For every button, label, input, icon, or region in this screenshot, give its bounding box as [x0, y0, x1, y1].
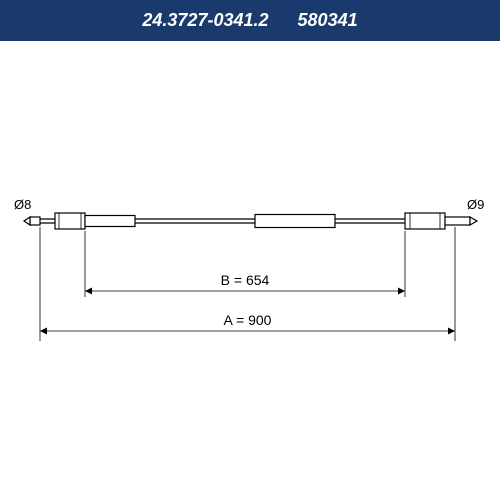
part-number: 24.3727-0341.2 [142, 10, 268, 30]
svg-text:B = 654: B = 654 [221, 272, 270, 288]
svg-text:A = 900: A = 900 [224, 312, 272, 328]
technical-drawing: Ø8 Ø9 B = 654 A = 900 [0, 41, 500, 501]
diagram-canvas: Ø8 Ø9 B = 654 A = 900 [0, 41, 500, 501]
svg-text:Ø8: Ø8 [14, 197, 31, 212]
header-bar: 24.3727-0341.2 580341 [0, 0, 500, 41]
ref-number: 580341 [298, 10, 358, 30]
svg-text:Ø9: Ø9 [467, 197, 484, 212]
